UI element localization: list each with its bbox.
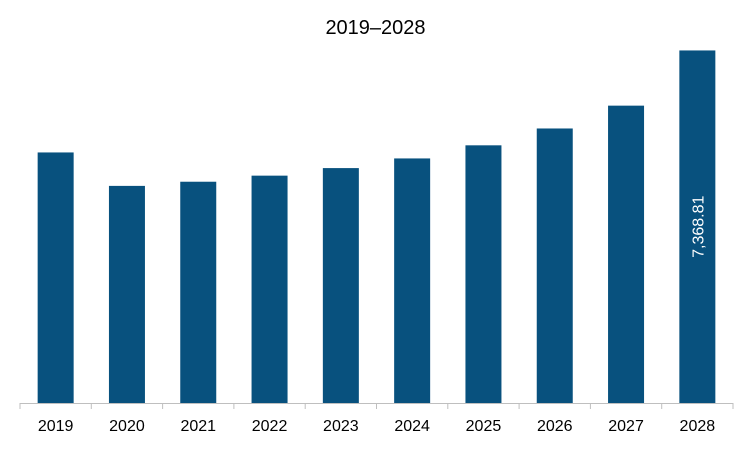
data-labels: 7,368.81: [690, 195, 707, 257]
bar-2026: [536, 128, 573, 404]
x-tick-label-2028: 2028: [680, 418, 716, 435]
bar-2022: [251, 175, 288, 403]
bar-2023: [322, 168, 359, 403]
chart-title: 2019–2028: [325, 17, 426, 39]
bars-group: [37, 50, 716, 404]
bar-2021: [180, 181, 217, 403]
x-tick-label-2020: 2020: [109, 418, 145, 435]
bar-2027: [608, 105, 645, 404]
x-tick-label-2021: 2021: [180, 418, 216, 435]
bar-2020: [108, 185, 145, 403]
x-tick-label-2019: 2019: [38, 418, 74, 435]
bar-2025: [465, 145, 502, 403]
x-tick-labels: 2019 2020 2021 2022 2023 2024 2025 2026 2027 2028: [38, 418, 715, 435]
x-tick-label-2027: 2027: [608, 418, 644, 435]
x-tick-label-2024: 2024: [394, 418, 430, 435]
data-label-2028: 7,368.81: [690, 195, 707, 257]
bar-2019: [37, 152, 74, 403]
x-tick-label-2026: 2026: [537, 418, 573, 435]
x-tick-label-2022: 2022: [252, 418, 288, 435]
bar-2024: [394, 158, 431, 403]
bar-2028: [679, 50, 716, 403]
x-tick-label-2025: 2025: [466, 418, 502, 435]
x-tick-label-2023: 2023: [323, 418, 359, 435]
x-axis: [19, 403, 734, 409]
